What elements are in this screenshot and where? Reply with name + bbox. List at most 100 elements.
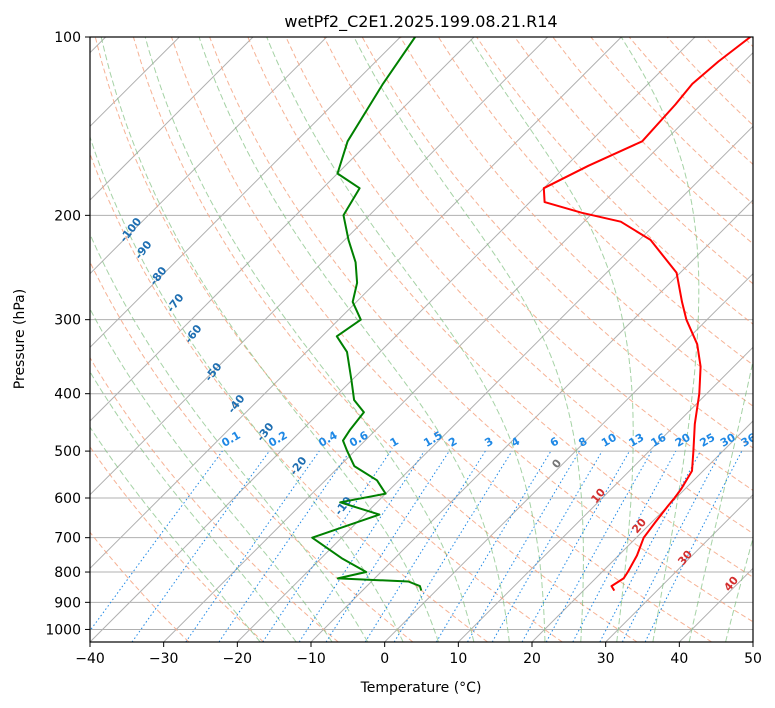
isotherm-line (90, 37, 475, 422)
mixing-ratio-line (393, 450, 513, 642)
moist-adiabats (90, 37, 753, 642)
dry-adiabat-line (209, 37, 753, 623)
isotherm-line (90, 37, 328, 275)
moist-adiabat-line (198, 37, 510, 642)
isotherm-line (90, 37, 549, 496)
moist-adiabat-line (90, 308, 333, 642)
y-tick-label: 1000 (45, 622, 81, 638)
x-axis: −40 −30 −20 −10 0 10 20 30 40 50 (75, 642, 762, 667)
isotherm-line (236, 125, 753, 642)
y-tick-label: 500 (54, 444, 81, 460)
x-tick-label: 30 (597, 651, 615, 667)
dry-adiabat-line (743, 37, 753, 48)
mixing-ratio-label: 0.4 (316, 429, 340, 450)
dry-adiabat-line (476, 37, 753, 325)
mixing-ratio-label: 6 (548, 434, 561, 449)
mixing-ratio-line (90, 450, 223, 632)
y-tick-label: 900 (54, 595, 81, 611)
moist-adiabat-line (90, 426, 261, 642)
x-tick-label: −20 (223, 651, 253, 667)
temperature-profile-line (542, 37, 751, 592)
x-tick-label: 0 (380, 651, 389, 667)
mixing-ratio-label: 13 (626, 431, 646, 450)
dry-adiabat-line (90, 446, 264, 642)
y-tick-label: 700 (54, 531, 81, 547)
moist-adiabat-line (90, 370, 297, 642)
mixing-ratio-line (298, 450, 425, 642)
dry-adiabat-label: -80 (147, 264, 170, 288)
moist-adiabat-label: 10 (588, 486, 608, 506)
mixing-ratio-line (599, 450, 701, 642)
y-tick-label: 400 (54, 387, 81, 403)
dry-adiabat-line (361, 37, 753, 449)
dewpoint-profile-line (311, 37, 423, 591)
dry-adiabat-line (171, 37, 712, 642)
mixing-ratio-label: 30 (718, 431, 738, 450)
mixing-ratio-line (545, 450, 653, 642)
x-tick-label: −40 (75, 651, 105, 667)
dry-adiabat-line (399, 37, 753, 407)
isotherm-line (90, 37, 401, 349)
dry-adiabat-line (90, 260, 414, 642)
mixing-ratio-label: 0.1 (219, 429, 242, 450)
dry-adiabat-line (514, 37, 753, 285)
moist-adiabat-line (353, 37, 584, 642)
chart-title: wetPf2_C2E1.2025.199.08.21.R14 (284, 12, 557, 32)
isotherm-line (163, 51, 753, 642)
x-tick-label: 10 (449, 651, 467, 667)
mixing-ratio-lines (90, 450, 743, 642)
x-tick-label: 20 (523, 651, 541, 667)
moist-adiabat-line (620, 37, 700, 642)
isotherm-line (384, 272, 753, 642)
moist-adiabat-line (266, 37, 546, 642)
mixing-ratio-line (325, 450, 450, 642)
isotherm-line (752, 641, 753, 642)
dry-adiabat-label: -100 (117, 215, 144, 245)
dry-adiabat-label: -20 (287, 454, 310, 478)
isotherm-line (531, 420, 753, 642)
dry-adiabat-line (704, 37, 753, 87)
mixing-ratio-label: 0.6 (347, 429, 371, 450)
mixing-ratio-label: 20 (673, 431, 693, 450)
dry-adiabat-line (132, 37, 638, 642)
y-tick-label: 100 (54, 30, 81, 46)
isotherm-line (90, 37, 696, 642)
isotherm-line (678, 567, 753, 642)
isotherm-line (90, 37, 622, 570)
mixing-ratio-label: 1 (388, 435, 401, 450)
mixing-ratio-line (185, 450, 320, 642)
dry-adiabat-line (94, 37, 563, 642)
mixing-ratio-line (644, 450, 743, 642)
moist-adiabat-line (90, 135, 404, 642)
isotherm-line (90, 37, 254, 201)
mixing-ratio-label: 3 (482, 435, 495, 450)
moist-adiabat-label: 0 (549, 456, 564, 470)
dry-adiabat-line (90, 531, 190, 642)
dry-adiabat-line (437, 37, 753, 366)
plot-frame (89, 36, 754, 643)
x-tick-label: 40 (670, 651, 688, 667)
x-tick-label: −30 (149, 651, 179, 667)
dry-adiabat-label: -70 (164, 291, 187, 315)
mixing-ratio-line (435, 450, 552, 642)
mixing-ratio-label: 16 (649, 431, 669, 450)
mixing-ratio-label: 36 (739, 431, 759, 450)
x-tick-label: 50 (744, 651, 762, 667)
moist-adiabat-label: 30 (675, 548, 695, 568)
moist-adiabat-line (469, 37, 634, 642)
dry-adiabat-line (90, 356, 339, 642)
mixing-ratio-line (521, 450, 630, 642)
moist-adiabat-line (100, 37, 439, 642)
y-axis-title: Pressure (hPa) (12, 289, 28, 389)
y-tick-label: 800 (54, 565, 81, 581)
dry-adiabat-line (552, 37, 753, 245)
mixing-ratio-label: 10 (599, 431, 619, 450)
isotherm-line (605, 493, 753, 642)
moist-adiabat-line (688, 358, 753, 642)
mixing-ratio-label: 1.5 (421, 429, 444, 450)
y-axis: 100 200 300 400 500 600 700 800 900 1000 (45, 30, 90, 638)
isotherm-line (457, 346, 753, 642)
y-tick-label: 600 (54, 491, 81, 507)
mixing-ratio-line (262, 450, 392, 642)
